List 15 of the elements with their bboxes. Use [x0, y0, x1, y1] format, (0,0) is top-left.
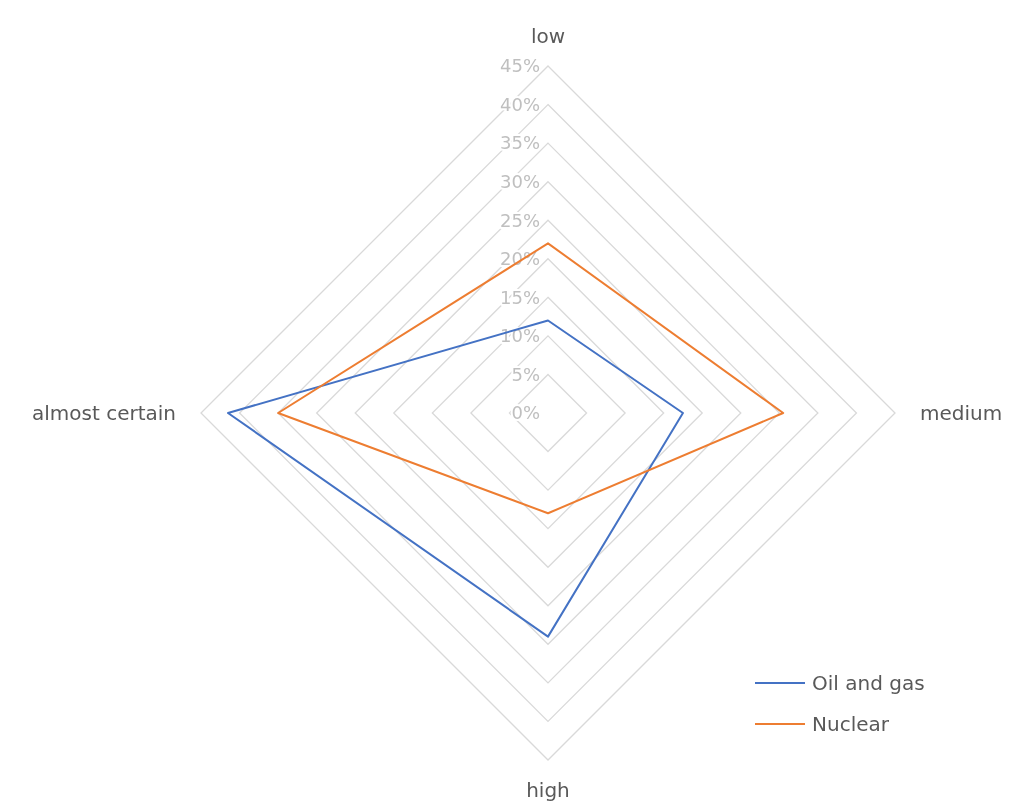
y-tick-label: 30%	[499, 170, 540, 192]
y-tick-label: 45%	[499, 55, 540, 77]
y-tick-label: 35%	[499, 132, 540, 154]
spoke-label: low	[530, 24, 566, 48]
y-tick-label: 5%	[511, 363, 540, 385]
spoke-label: medium	[920, 401, 1003, 425]
y-tick-label: 25%	[499, 209, 540, 231]
legend-label: Nuclear	[812, 712, 890, 736]
spoke-label: almost certain	[31, 401, 176, 425]
y-tick-label: 0%	[511, 402, 540, 424]
legend-label: Oil and gas	[812, 671, 925, 695]
y-tick-label: 10%	[499, 325, 540, 347]
y-tick-label: 40%	[499, 93, 540, 115]
y-tick-label: 15%	[499, 286, 540, 308]
spoke-label: high	[526, 778, 570, 802]
